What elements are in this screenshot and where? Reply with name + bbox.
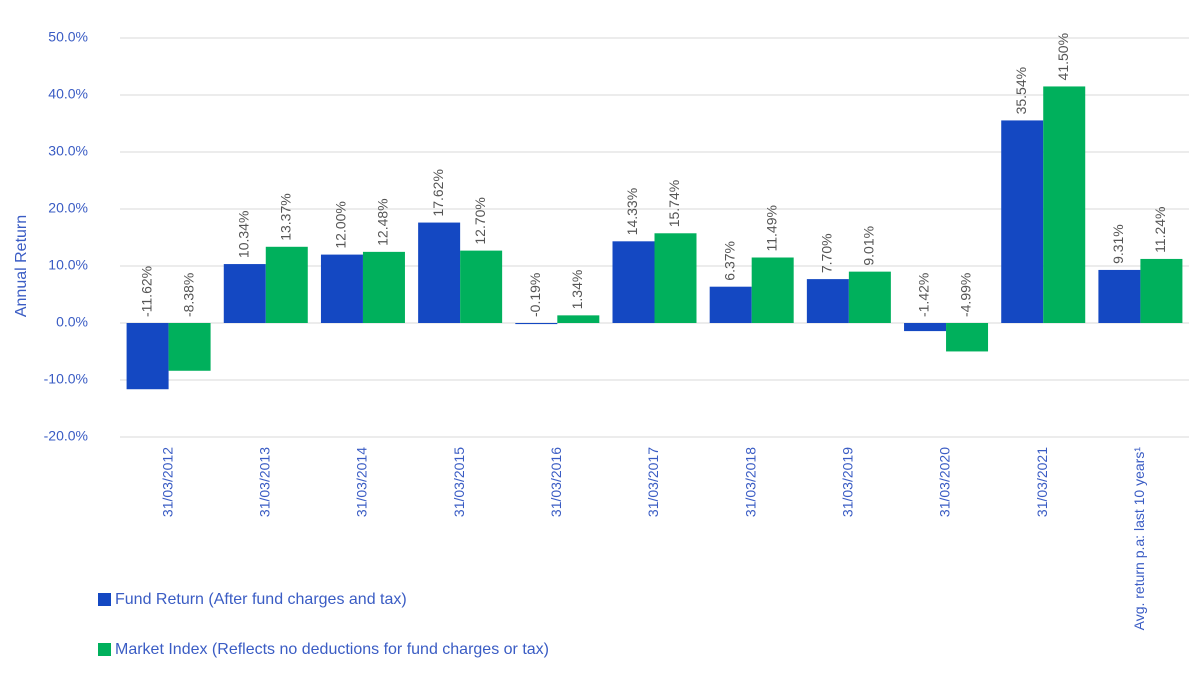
bar <box>709 286 752 323</box>
y-tick-label: 0.0% <box>56 314 88 330</box>
y-tick-label: 40.0% <box>48 86 88 102</box>
x-tick-label: 31/03/2018 <box>742 447 758 517</box>
x-tick-label: 31/03/2019 <box>840 447 856 517</box>
data-label: 1.34% <box>569 270 585 310</box>
bar <box>265 246 308 323</box>
bar <box>126 323 169 390</box>
data-label: -0.19% <box>527 273 543 317</box>
bar <box>557 315 600 323</box>
data-label: 6.37% <box>721 241 737 281</box>
x-tick-label: 31/03/2021 <box>1034 447 1050 517</box>
y-axis-label: Annual Return <box>13 215 30 317</box>
x-tick-label: 31/03/2017 <box>645 447 661 517</box>
data-label: 12.00% <box>333 201 349 248</box>
bar <box>1098 269 1141 323</box>
data-label: 14.33% <box>624 188 640 235</box>
legend-label: Fund Return (After fund charges and tax) <box>115 591 407 608</box>
data-label: 17.62% <box>430 169 446 216</box>
bar <box>806 279 849 323</box>
data-label: 12.48% <box>375 198 391 245</box>
data-label: 13.37% <box>277 193 293 240</box>
bar <box>362 251 405 323</box>
y-tick-label: 20.0% <box>48 200 88 216</box>
bar <box>751 257 794 323</box>
bar <box>946 323 989 352</box>
x-tick-label: 31/03/2013 <box>256 447 272 517</box>
data-label: -1.42% <box>916 273 932 317</box>
x-tick-label: 31/03/2014 <box>354 447 370 517</box>
x-tick-label: 31/03/2020 <box>937 447 953 517</box>
bar <box>1001 120 1044 323</box>
data-label: 7.70% <box>819 233 835 273</box>
data-label: 12.70% <box>472 197 488 244</box>
data-label: 10.34% <box>235 211 251 258</box>
data-label: 41.50% <box>1055 33 1071 80</box>
data-label: 35.54% <box>1013 67 1029 114</box>
data-label: 11.49% <box>763 205 779 251</box>
data-label: -4.99% <box>958 273 974 317</box>
bar <box>418 222 461 323</box>
data-label: 9.31% <box>1110 224 1126 264</box>
data-label: 9.01% <box>861 226 877 266</box>
bar <box>654 233 697 323</box>
x-tick-label: 31/03/2016 <box>548 447 564 517</box>
data-label: 15.74% <box>666 180 682 227</box>
bar <box>904 323 947 332</box>
bar <box>320 254 363 323</box>
bar <box>848 271 891 323</box>
y-tick-label: -20.0% <box>44 428 88 444</box>
bar <box>612 241 655 323</box>
x-tick-label: Avg. return p.a: last 10 years¹ <box>1131 447 1147 631</box>
data-label: -8.38% <box>180 273 196 317</box>
bar <box>460 250 503 323</box>
y-tick-label: 10.0% <box>48 257 88 273</box>
legend-swatch <box>98 643 111 656</box>
x-tick-label: 31/03/2015 <box>451 447 467 517</box>
legend-label: Market Index (Reflects no deductions for… <box>115 641 549 658</box>
y-tick-label: 30.0% <box>48 143 88 159</box>
y-tick-label: 50.0% <box>48 29 88 45</box>
y-tick-label: -10.0% <box>44 371 88 387</box>
data-label: 11.24% <box>1152 206 1168 252</box>
bar <box>168 323 211 371</box>
legend-swatch <box>98 593 111 606</box>
bar <box>515 323 558 325</box>
x-tick-label: 31/03/2012 <box>159 447 175 517</box>
data-label: -11.62% <box>138 266 154 317</box>
bar <box>1140 258 1183 323</box>
bar <box>1043 86 1086 323</box>
bar <box>223 264 266 323</box>
